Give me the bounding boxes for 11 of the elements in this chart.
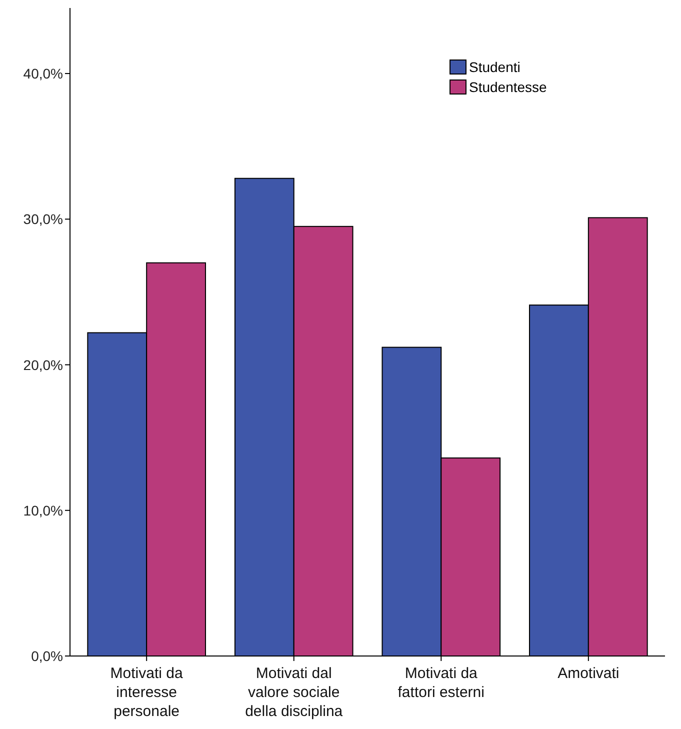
x-tick-label: Motivati da fattori esterni bbox=[398, 665, 484, 701]
legend-label: Studenti bbox=[469, 59, 520, 75]
x-tick-label: Amotivati bbox=[558, 665, 620, 682]
legend-label: Studentesse bbox=[469, 79, 548, 95]
y-tick-label: 10,0% bbox=[23, 502, 63, 518]
x-tick-label: Motivati dal valore sociale della disciplina bbox=[245, 665, 344, 720]
y-tick-label: 20,0% bbox=[23, 356, 63, 373]
y-tick-label: 40,0% bbox=[23, 66, 63, 82]
y-tick-label: 0,0% bbox=[31, 648, 63, 664]
x-tick-label: Motivati da interesse personale bbox=[110, 665, 184, 720]
y-tick-label: 30,0% bbox=[23, 211, 63, 228]
